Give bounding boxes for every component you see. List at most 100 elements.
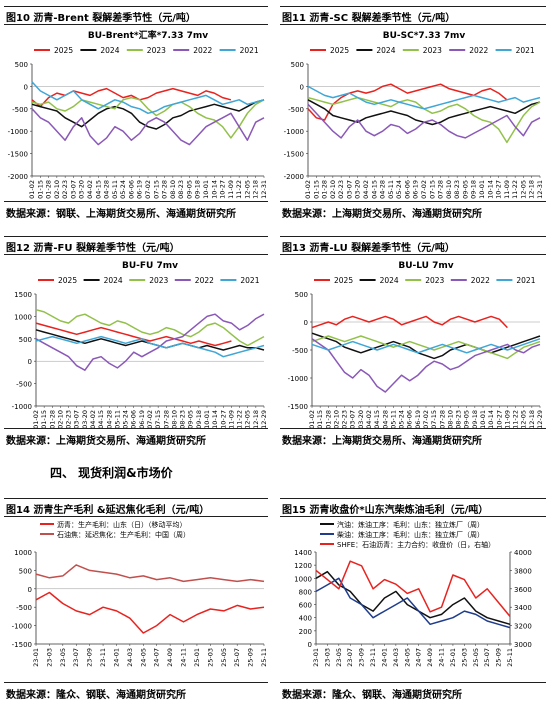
x-tick-label: 04-02 xyxy=(86,180,94,199)
chart-svg: 沥青：生产毛利：山东（日）（移动平均）石油焦：延迟焦化：生产毛利：中国（周） -1… xyxy=(12,520,268,667)
x-tick-label: 23-01 xyxy=(312,648,320,667)
series-line xyxy=(311,338,541,354)
legend-label: 2024 xyxy=(376,46,395,55)
x-tick-label: 12-05 xyxy=(244,410,252,429)
series-line xyxy=(315,577,511,629)
x-tick-label: 06-19 xyxy=(138,410,146,429)
x-tick-label: 08-23 xyxy=(453,180,461,199)
x-tick-label: 12-05 xyxy=(520,410,528,429)
legend-label: 2025 xyxy=(58,276,77,285)
x-tick-label: 08-10 xyxy=(170,410,178,429)
y-tick-label: 1400 xyxy=(294,549,312,557)
divider xyxy=(280,201,546,202)
series-line xyxy=(307,103,541,139)
y-tick-label: -1000 xyxy=(284,128,304,136)
y-tick-label: 1200 xyxy=(294,562,312,570)
x-tick-label: 09-18 xyxy=(470,180,478,199)
series-line xyxy=(35,308,265,347)
x-tick-label: 23-07 xyxy=(72,648,80,667)
series-line xyxy=(307,83,508,121)
x-tick-label: 04-28 xyxy=(379,180,387,199)
y-tick-label: -1500 xyxy=(284,151,304,159)
series-line xyxy=(31,81,265,115)
x-tick-label: 08-10 xyxy=(169,180,177,199)
x-tick-label: 09-18 xyxy=(471,410,479,429)
y-tick-label: 500 xyxy=(15,61,28,69)
x-tick-label: 06-06 xyxy=(403,180,411,199)
x-tick-label: 23-05 xyxy=(59,648,67,667)
x-tick-label: 07-02 xyxy=(144,180,152,199)
x-tick-label: 10-01 xyxy=(479,410,487,429)
x-tick-label: 24-11 xyxy=(438,648,446,667)
y-tick-label: 600 xyxy=(299,602,312,610)
series-line xyxy=(35,335,265,358)
y-tick-label: -2000 xyxy=(284,173,304,181)
x-tick-label: 24-09 xyxy=(166,648,174,667)
series-line xyxy=(307,99,541,126)
y-tick-label: 1500 xyxy=(14,291,32,299)
x-tick-label: 02-10 xyxy=(332,410,340,429)
chart-title: BU-Brent*汇率*7.33 7mv xyxy=(88,29,208,41)
figure-title: 图10 沥青-Brent 裂解差季节性（元/吨） xyxy=(6,13,196,24)
x-tick-label: 07-02 xyxy=(422,410,430,429)
y-tick-label: 0 xyxy=(300,83,304,91)
x-tick-label: 03-07 xyxy=(69,180,77,199)
y-tick-label: 200 xyxy=(299,628,312,636)
chart-svg: BU-LU 7mv 2025 2024 2023 2022 2021 -1500 -1000 -… xyxy=(288,261,544,429)
x-tick-label: 05-11 xyxy=(113,410,121,429)
x-tick-label: 04-02 xyxy=(89,410,97,429)
series-line xyxy=(35,591,265,634)
x-tick-label: 01-28 xyxy=(48,410,56,429)
x-tick-label: 07-15 xyxy=(428,180,436,199)
source-note: 数据来源：上海期货交易所、海通期货研究所 xyxy=(282,209,482,220)
x-tick-label: 03-20 xyxy=(81,410,89,429)
x-tick-label: 25-11 xyxy=(506,648,514,667)
x-tick-label: 07-28 xyxy=(161,180,169,199)
x-tick-label: 23-09 xyxy=(358,648,366,667)
x-tick-label: 03-20 xyxy=(357,410,365,429)
x-tick-label: 09-05 xyxy=(187,410,195,429)
x-tick-label: 07-28 xyxy=(162,410,170,429)
source-note: 数据来源：隆众、钢联、海通期货研究所 xyxy=(6,690,186,701)
y2-tick-label: 3000 xyxy=(514,641,532,649)
x-tick-label: 05-11 xyxy=(387,180,395,199)
source-note: 数据来源：上海期货交易所、海通期货研究所 xyxy=(282,436,482,447)
x-tick-label: 06-19 xyxy=(414,410,422,429)
figure-title: 图12 沥青-FU 裂解差季节性（元/吨） xyxy=(6,243,180,254)
section-heading: 四、 现货利润&市场价 xyxy=(50,466,173,480)
divider xyxy=(280,6,546,7)
x-tick-label: 10-14 xyxy=(210,180,218,199)
x-tick-label: 24-11 xyxy=(180,648,188,667)
x-tick-label: 24-03 xyxy=(126,648,134,667)
x-tick-label: 25-03 xyxy=(460,648,468,667)
y-tick-label: 500 xyxy=(295,291,308,299)
x-tick-label: 10-14 xyxy=(486,180,494,199)
y-tick-label: 0 xyxy=(28,586,32,594)
x-tick-label: 04-02 xyxy=(365,410,373,429)
chart-svg: 汽油：炼油工序：毛利：山东：独立炼厂（周）柴油：炼油工序：毛利：山东：独立炼厂（… xyxy=(294,520,532,667)
x-tick-label: 09-18 xyxy=(194,180,202,199)
x-tick-label: 11-22 xyxy=(236,410,244,429)
x-tick-label: 03-07 xyxy=(73,410,81,429)
x-tick-label: 24-05 xyxy=(139,648,147,667)
x-tick-label: 07-15 xyxy=(430,410,438,429)
x-tick-label: 06-06 xyxy=(130,410,138,429)
chart-title: BU-FU 7mv xyxy=(122,261,178,271)
chart-title: BU-LU 7mv xyxy=(398,261,453,271)
legend-label: 2022 xyxy=(193,46,212,55)
x-tick-label: 03-07 xyxy=(349,410,357,429)
x-tick-label: 23-01 xyxy=(32,648,40,667)
y-tick-label: 0 xyxy=(308,641,312,649)
x-tick-label: 25-05 xyxy=(220,648,228,667)
y-tick-label: -2000 xyxy=(8,173,28,181)
x-tick-label: 09-05 xyxy=(463,410,471,429)
x-tick-label: 10-27 xyxy=(495,410,503,429)
x-tick-label: 24-03 xyxy=(392,648,400,667)
divider xyxy=(280,428,546,429)
x-tick-label: 25-11 xyxy=(260,648,268,667)
divider xyxy=(4,236,268,237)
series-line xyxy=(311,335,541,360)
chart-panel-fig12: 图12 沥青-FU 裂解差季节性（元/吨） BU-FU 7mv 2025 2024 2… xyxy=(0,232,275,452)
x-tick-label: 24-09 xyxy=(426,648,434,667)
divider xyxy=(280,236,546,237)
